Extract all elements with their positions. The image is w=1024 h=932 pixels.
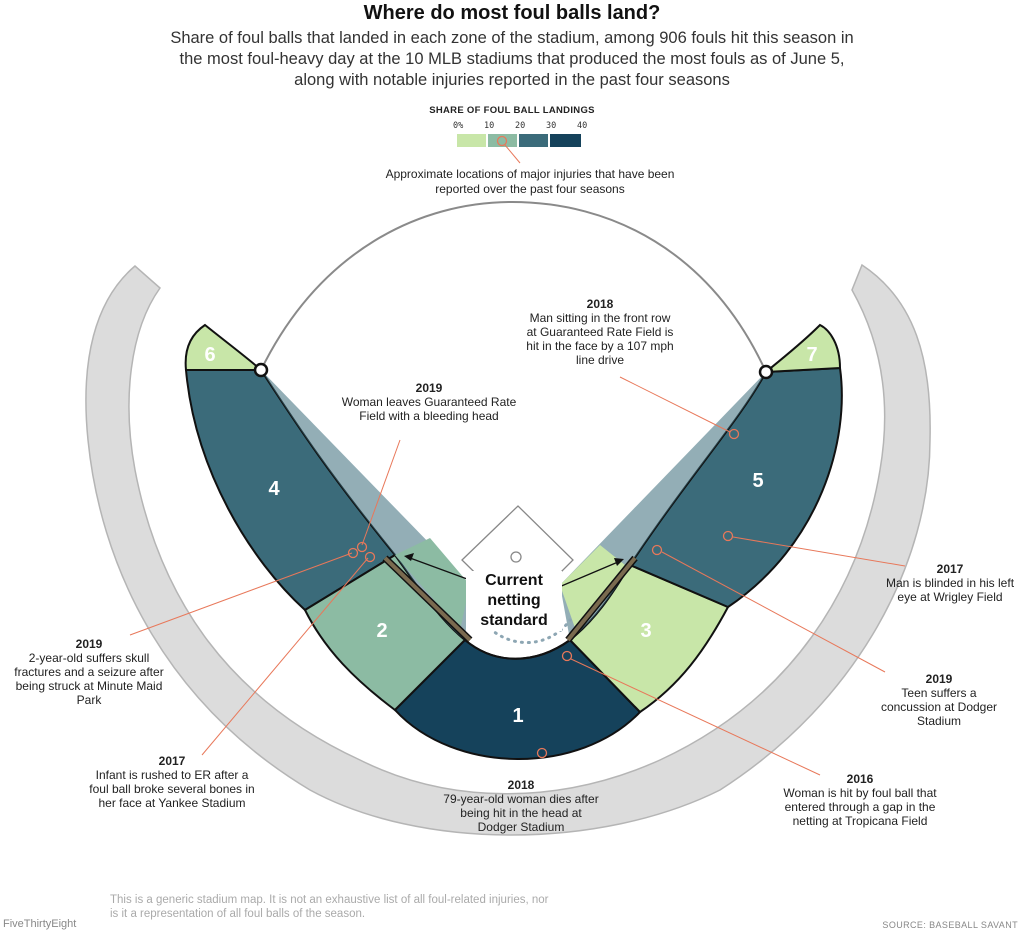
injury-text: Man sitting in the front row at Guarante… bbox=[526, 311, 674, 367]
legend-swatch-10-20 bbox=[487, 133, 518, 148]
injury-year: 2017 bbox=[936, 562, 964, 576]
arrow-head-left-icon bbox=[404, 553, 414, 561]
zone-7 bbox=[763, 323, 842, 374]
legend-swatch-30-40 bbox=[549, 133, 582, 148]
upper-stands bbox=[85, 263, 931, 836]
injury-annotation: 2017 Man is blinded in his left eye at W… bbox=[880, 562, 1020, 604]
injury-text: Teen suffers a concussion at Dodger Stad… bbox=[880, 686, 998, 728]
leader-line bbox=[619, 376, 731, 433]
legend-tick: 20 bbox=[515, 121, 526, 131]
legend-injury-marker-icon bbox=[496, 135, 508, 147]
injury-text: Woman leaves Guaranteed Rate Field with … bbox=[341, 395, 517, 423]
injury-marker-icon bbox=[364, 551, 376, 563]
netting-label: Current netting standard bbox=[466, 571, 562, 631]
zone-2-inner bbox=[395, 538, 470, 630]
outfield-wall bbox=[260, 200, 767, 373]
injury-marker-icon bbox=[561, 650, 573, 662]
brand-label: FiveThirtyEight bbox=[3, 918, 77, 930]
legend-injury-note: Approximate locations of major injuries … bbox=[385, 167, 675, 196]
footer-disclaimer: This is a generic stadium map. It is not… bbox=[110, 894, 549, 920]
zone-7-label: 7 bbox=[806, 344, 817, 366]
pitchers-mound bbox=[510, 551, 522, 563]
injury-text: 79-year-old woman dies after being hit i… bbox=[443, 792, 599, 834]
injury-marker-icon bbox=[347, 547, 359, 559]
injury-marker-icon bbox=[651, 544, 663, 556]
leader-line bbox=[570, 658, 821, 776]
legend-tick: 30 bbox=[546, 121, 557, 131]
zone-2-label: 2 bbox=[376, 620, 387, 642]
injury-text: Man is blinded in his left eye at Wrigle… bbox=[885, 576, 1015, 604]
backstop-line bbox=[464, 639, 571, 660]
injury-text: 2-year-old suffers skull fractures and a… bbox=[14, 651, 164, 707]
injury-marker-icon bbox=[728, 428, 740, 440]
legend-tick: 10 bbox=[484, 121, 495, 131]
injury-year: 2017 bbox=[158, 754, 186, 768]
injury-marker-icon bbox=[356, 541, 368, 553]
injury-annotation: 2019 Teen suffers a concussion at Dodger… bbox=[880, 672, 998, 728]
leader-line bbox=[201, 557, 369, 756]
injury-annotation: 2018 Man sitting in the front row at Gua… bbox=[526, 297, 674, 367]
page-title: Where do most foul balls land? bbox=[363, 2, 661, 24]
injury-marker-icon bbox=[722, 530, 734, 542]
legend-leader-line bbox=[504, 144, 521, 164]
injury-year: 2018 bbox=[507, 778, 535, 792]
injury-annotation: 2019 2-year-old suffers skull fractures … bbox=[8, 637, 170, 707]
legend-swatch-0-10 bbox=[456, 133, 487, 148]
page-subtitle: Share of foul balls that landed in each … bbox=[170, 29, 854, 89]
netting-arrow-right bbox=[551, 561, 619, 591]
injury-annotation: 2017 Infant is rushed to ER after a foul… bbox=[88, 754, 256, 810]
injury-marker-icon bbox=[536, 747, 548, 759]
injury-text: Infant is rushed to ER after a foul ball… bbox=[89, 768, 255, 810]
injury-annotation: 2018 79-year-old woman dies after being … bbox=[440, 778, 602, 834]
leader-line bbox=[361, 439, 401, 546]
netting-right bbox=[566, 556, 637, 642]
left-foul-pole-icon bbox=[253, 362, 269, 378]
injury-year: 2018 bbox=[586, 297, 614, 311]
injury-text: Woman is hit by foul ball that entered t… bbox=[783, 786, 937, 828]
netting-left bbox=[383, 556, 472, 642]
leader-line bbox=[732, 536, 906, 567]
leader-line bbox=[661, 551, 886, 673]
zone-6 bbox=[184, 323, 264, 371]
zone-4-label: 4 bbox=[268, 478, 280, 500]
zone-5-label: 5 bbox=[752, 470, 763, 492]
right-foul-pole-icon bbox=[758, 364, 774, 380]
injury-year: 2016 bbox=[846, 772, 874, 786]
injury-annotation: 2016 Woman is hit by foul ball that ente… bbox=[782, 772, 938, 828]
leader-line bbox=[129, 552, 353, 636]
source-label: SOURCE: BASEBALL SAVANT bbox=[882, 920, 1018, 930]
injury-year: 2019 bbox=[75, 637, 103, 651]
zone-3-label: 3 bbox=[640, 620, 651, 642]
legend-title: SHARE OF FOUL BALL LANDINGS bbox=[429, 105, 595, 116]
legend-tick: 40 bbox=[577, 121, 588, 131]
arrow-head-right-icon bbox=[614, 558, 624, 566]
injury-year: 2019 bbox=[415, 381, 443, 395]
injury-year: 2019 bbox=[925, 672, 953, 686]
zone-1-label: 1 bbox=[512, 705, 523, 727]
legend-tick: 0% bbox=[453, 121, 464, 131]
zone-6-label: 6 bbox=[204, 344, 215, 366]
injury-annotation: 2019 Woman leaves Guaranteed Rate Field … bbox=[340, 381, 518, 423]
legend-swatch-20-30 bbox=[518, 133, 549, 148]
